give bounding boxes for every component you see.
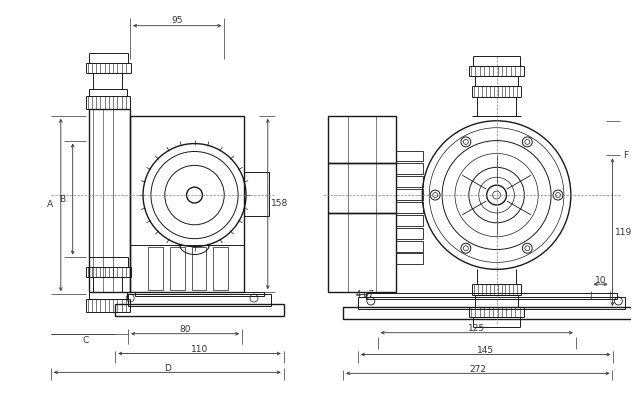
Bar	[128, 294, 271, 306]
Text: F: F	[623, 151, 628, 160]
Bar	[396, 163, 424, 174]
Text: 158: 158	[271, 200, 288, 208]
Bar	[396, 189, 424, 200]
Bar	[396, 176, 424, 187]
Text: 125: 125	[468, 324, 485, 333]
Bar	[328, 213, 396, 292]
Bar	[358, 297, 625, 309]
Bar	[244, 172, 269, 216]
Bar	[343, 307, 636, 319]
Bar	[328, 163, 396, 213]
Bar	[88, 109, 130, 292]
Text: C: C	[83, 336, 88, 345]
Bar	[328, 116, 396, 163]
Text: 10: 10	[595, 276, 606, 285]
Text: 119: 119	[616, 228, 633, 237]
Bar	[170, 246, 184, 290]
Bar	[191, 246, 207, 290]
Bar	[396, 215, 424, 226]
Text: 145: 145	[477, 346, 494, 355]
Bar	[396, 228, 424, 239]
Bar	[148, 246, 163, 290]
Text: A: A	[47, 200, 53, 209]
Bar	[396, 253, 424, 264]
Bar	[135, 292, 264, 296]
Text: B: B	[59, 195, 65, 204]
Bar	[366, 293, 618, 299]
Text: 80: 80	[179, 325, 191, 334]
Bar	[213, 246, 228, 290]
Bar	[396, 241, 424, 252]
Bar	[115, 304, 284, 316]
Text: D: D	[164, 364, 170, 373]
Text: 272: 272	[469, 365, 487, 374]
Bar	[130, 116, 244, 292]
Text: 110: 110	[191, 345, 208, 354]
Text: 95: 95	[172, 16, 183, 25]
Bar	[396, 202, 424, 213]
Text: 4-ø7: 4-ø7	[356, 290, 375, 299]
Bar	[396, 151, 424, 161]
